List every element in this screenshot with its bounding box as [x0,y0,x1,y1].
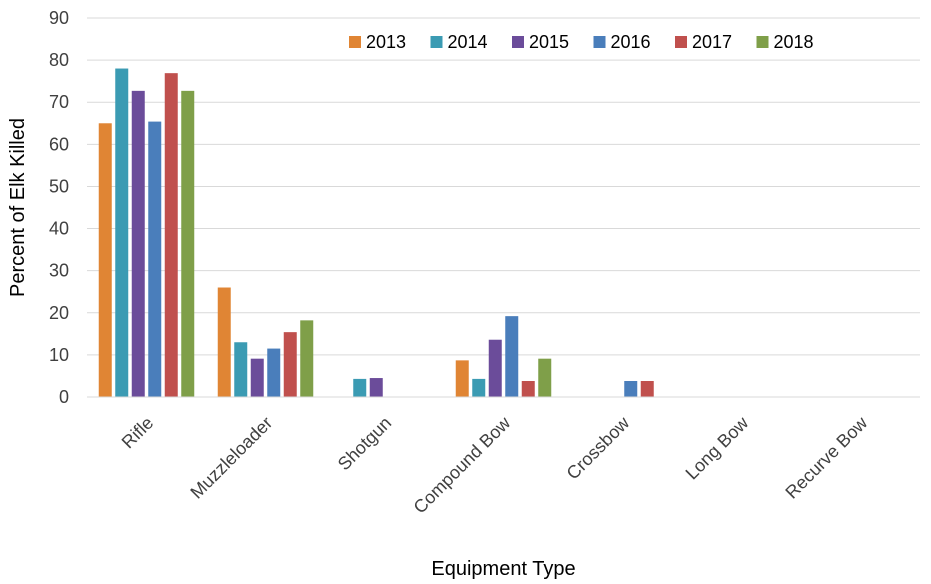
y-tick-label: 90 [49,8,69,28]
gridlines [87,17,920,356]
legend-label: 2016 [611,32,651,52]
x-tick-label: Muzzleloader [186,413,276,503]
bar-2017-compound-bow [521,380,535,397]
bar-2016-compound-bow [505,316,519,397]
x-tick-label: Recurve Bow [781,412,872,503]
legend-label: 2014 [448,32,488,52]
y-tick-label: 70 [49,92,69,112]
x-tick-label: Rifle [118,413,158,453]
legend-label: 2015 [529,32,569,52]
bar-2018-compound-bow [538,358,552,397]
bar-2013-rifle [98,123,112,398]
y-tick-label: 30 [49,261,69,281]
x-axis-ticks: Rifle Muzzleloader Shotgun Compound Bow Cros… [118,412,872,517]
y-tick-label: 50 [49,176,69,196]
legend-swatch [675,36,687,48]
legend: 2013 2014 2015 2016 2017 2018 [349,32,814,52]
bar-2016-crossbow [624,380,638,397]
y-axis-ticks: 0 10 20 30 40 50 60 70 80 90 [49,8,69,407]
bar-2018-muzzleloader [300,320,314,397]
y-tick-label: 60 [49,134,69,154]
bar-2014-shotgun [353,378,367,397]
y-tick-label: 10 [49,345,69,365]
bars [98,68,654,398]
x-tick-label: Long Bow [682,412,753,483]
x-axis-title: Equipment Type [431,558,575,580]
bar-2015-rifle [131,90,145,397]
legend-swatch [430,36,443,48]
bar-2016-muzzleloader [267,348,281,397]
legend-label: 2013 [366,32,406,52]
y-tick-label: 40 [49,219,69,239]
x-tick-label: Crossbow [563,412,634,483]
legend-swatch [512,36,524,48]
bar-2018-rifle [181,90,195,397]
legend-swatch [349,36,361,48]
bar-2017-crossbow [640,380,654,397]
bar-2015-shotgun [369,378,383,397]
legend-swatch [593,36,606,48]
legend-label: 2017 [692,32,732,52]
x-tick-label: Shotgun [334,413,396,475]
bar-2013-muzzleloader [217,287,231,397]
legend-swatch [756,36,769,48]
legend-label: 2018 [774,32,814,52]
bar-2016-rifle [148,121,162,398]
y-tick-label: 20 [49,303,69,323]
bar-2014-compound-bow [472,378,486,397]
y-axis-title: Percent of Elk Killed [7,118,29,297]
bar-2015-muzzleloader [250,358,264,397]
bar-2013-compound-bow [455,360,469,397]
y-tick-label: 80 [49,50,69,70]
bar-2017-rifle [164,73,178,397]
bar-2014-rifle [115,68,129,398]
bar-2015-compound-bow [488,339,502,397]
y-tick-label: 0 [59,387,69,407]
x-tick-label: Compound Bow [410,412,515,517]
bar-2017-muzzleloader [283,332,297,397]
bar-2014-muzzleloader [234,342,248,397]
